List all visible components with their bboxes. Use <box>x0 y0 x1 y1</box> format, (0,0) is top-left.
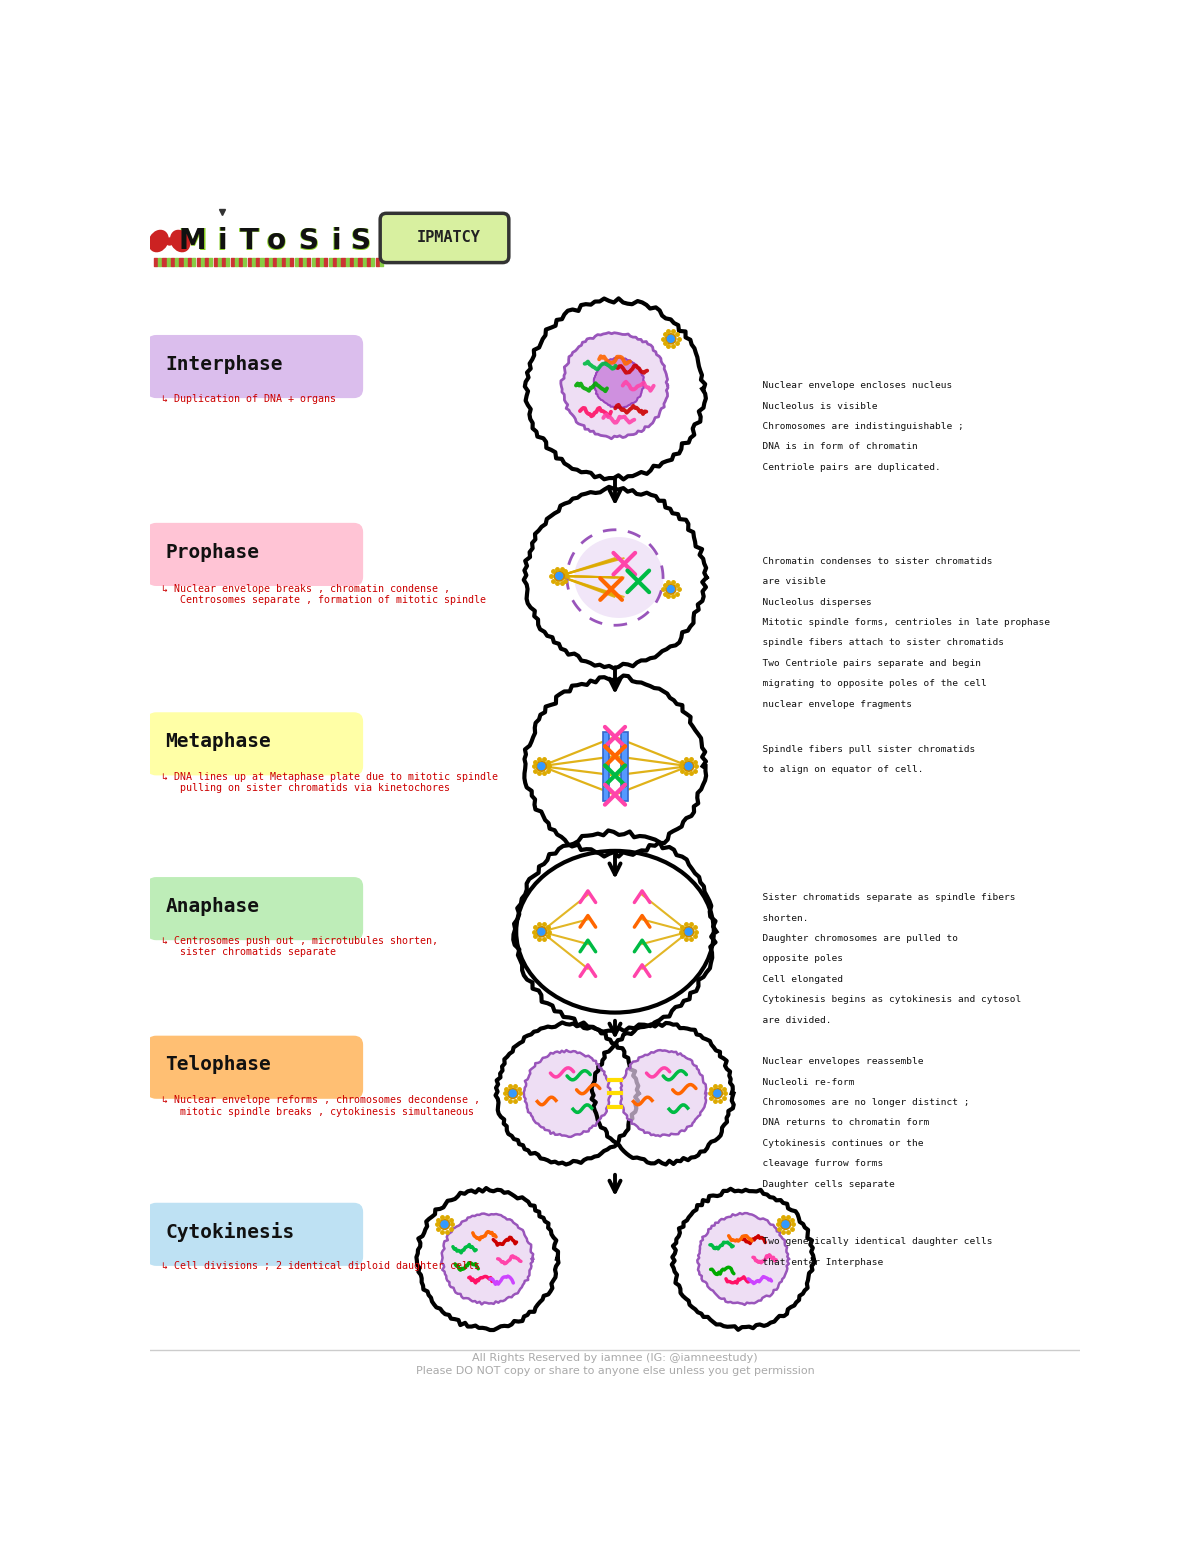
Text: Cytokinesis continues or the: Cytokinesis continues or the <box>751 1138 923 1148</box>
Text: Cytokinesis begins as cytokinesis and cytosol: Cytokinesis begins as cytokinesis and cy… <box>751 995 1021 1005</box>
Text: Two genetically identical daughter cells: Two genetically identical daughter cells <box>751 1238 992 1247</box>
Polygon shape <box>594 357 644 408</box>
Polygon shape <box>496 1022 638 1165</box>
Polygon shape <box>697 1213 790 1305</box>
Text: opposite poles: opposite poles <box>751 955 842 963</box>
Polygon shape <box>672 1188 815 1329</box>
Text: migrating to opposite poles of the cell: migrating to opposite poles of the cell <box>751 679 986 688</box>
Text: S: S <box>298 227 320 256</box>
Text: cleavage furrow forms: cleavage furrow forms <box>751 1159 883 1168</box>
Text: Anaphase: Anaphase <box>166 896 259 916</box>
Ellipse shape <box>149 231 168 252</box>
Polygon shape <box>524 298 706 480</box>
Polygon shape <box>523 486 707 668</box>
Text: S: S <box>350 227 371 255</box>
Circle shape <box>713 1089 722 1098</box>
Circle shape <box>508 1089 517 1098</box>
Text: Interphase: Interphase <box>166 354 283 374</box>
Text: Two Centriole pairs separate and begin: Two Centriole pairs separate and begin <box>751 658 980 668</box>
Text: M: M <box>178 227 208 256</box>
Polygon shape <box>620 1050 707 1137</box>
Text: i: i <box>217 227 227 256</box>
Text: S: S <box>299 227 319 255</box>
Text: i: i <box>217 227 227 255</box>
Text: to align on equator of cell.: to align on equator of cell. <box>751 766 923 773</box>
Text: IPMATCY: IPMATCY <box>416 230 480 245</box>
FancyBboxPatch shape <box>146 713 364 775</box>
Polygon shape <box>442 1213 533 1305</box>
Ellipse shape <box>575 537 664 618</box>
Circle shape <box>780 1219 791 1230</box>
Text: DNA returns to chromatin form: DNA returns to chromatin form <box>751 1118 929 1127</box>
Bar <box>602 731 610 801</box>
Circle shape <box>536 927 546 936</box>
Text: ↳ Cell divisions ; 2 identical diploid daughter cells: ↳ Cell divisions ; 2 identical diploid d… <box>162 1261 480 1272</box>
Polygon shape <box>523 1050 611 1137</box>
Text: Daughter chromosomes are pulled to: Daughter chromosomes are pulled to <box>751 933 958 943</box>
FancyBboxPatch shape <box>146 335 364 398</box>
Text: Chromatin condenses to sister chromatids: Chromatin condenses to sister chromatids <box>751 556 992 565</box>
Text: Nuclear envelope encloses nucleus: Nuclear envelope encloses nucleus <box>751 380 952 390</box>
Text: Cell elongated: Cell elongated <box>751 975 842 985</box>
Circle shape <box>666 584 676 595</box>
FancyBboxPatch shape <box>146 523 364 585</box>
Text: ↳ Centrosomes push out , microtubules shorten,
   sister chromatids separate: ↳ Centrosomes push out , microtubules sh… <box>162 935 438 957</box>
Text: Spindle fibers pull sister chromatids: Spindle fibers pull sister chromatids <box>751 744 974 753</box>
Ellipse shape <box>516 851 714 1013</box>
Circle shape <box>536 761 546 772</box>
Text: Centriole pairs are duplicated.: Centriole pairs are duplicated. <box>751 463 941 472</box>
Text: shorten.: shorten. <box>751 913 808 922</box>
Text: M: M <box>179 227 206 255</box>
Text: All Rights Reserved by iamnee (IG: @iamneestudy): All Rights Reserved by iamnee (IG: @iamn… <box>472 1353 758 1362</box>
Text: are divided.: are divided. <box>751 1016 832 1025</box>
Text: Nuclear envelopes reassemble: Nuclear envelopes reassemble <box>751 1058 923 1067</box>
Text: Cytokinesis: Cytokinesis <box>166 1222 295 1242</box>
Text: that enter Interphase: that enter Interphase <box>751 1258 883 1267</box>
Polygon shape <box>524 676 706 857</box>
FancyBboxPatch shape <box>146 1036 364 1100</box>
Text: DNA is in form of chromatin: DNA is in form of chromatin <box>751 443 917 452</box>
Text: Please DO NOT copy or share to anyone else unless you get permission: Please DO NOT copy or share to anyone el… <box>415 1367 815 1376</box>
FancyBboxPatch shape <box>380 213 509 262</box>
Text: ↳ DNA lines up at Metaphase plate due to mitotic spindle
   pulling on sister ch: ↳ DNA lines up at Metaphase plate due to… <box>162 772 498 794</box>
Ellipse shape <box>172 231 190 252</box>
Text: i: i <box>331 227 341 256</box>
Text: ↳ Duplication of DNA + organs: ↳ Duplication of DNA + organs <box>162 394 336 404</box>
Circle shape <box>439 1219 450 1230</box>
Circle shape <box>684 761 694 772</box>
Text: T: T <box>239 227 259 256</box>
Polygon shape <box>592 1023 733 1165</box>
Text: o: o <box>266 227 286 255</box>
Text: Prophase: Prophase <box>166 542 259 562</box>
Text: T: T <box>240 227 259 255</box>
Bar <box>622 731 628 801</box>
Polygon shape <box>416 1188 558 1329</box>
Text: Metaphase: Metaphase <box>166 731 271 752</box>
FancyBboxPatch shape <box>146 877 364 940</box>
Text: Nucleolus is visible: Nucleolus is visible <box>751 402 877 410</box>
Text: Chromosomes are indistinguishable ;: Chromosomes are indistinguishable ; <box>751 422 964 432</box>
Text: S: S <box>350 227 372 256</box>
Text: spindle fibers attach to sister chromatids: spindle fibers attach to sister chromati… <box>751 638 1003 648</box>
Text: Nucleoli re-form: Nucleoli re-form <box>751 1078 854 1087</box>
Text: Mitotic spindle forms, centrioles in late prophase: Mitotic spindle forms, centrioles in lat… <box>751 618 1050 627</box>
Text: Chromosomes are no longer distinct ;: Chromosomes are no longer distinct ; <box>751 1098 970 1107</box>
Text: Nucleolus disperses: Nucleolus disperses <box>751 598 871 607</box>
Polygon shape <box>514 831 716 1031</box>
Text: nuclear envelope fragments: nuclear envelope fragments <box>751 699 912 708</box>
FancyBboxPatch shape <box>146 1202 364 1266</box>
Text: Daughter cells separate: Daughter cells separate <box>751 1180 894 1188</box>
Text: are visible: are visible <box>751 578 826 585</box>
Text: Telophase: Telophase <box>166 1056 271 1075</box>
Text: o: o <box>266 227 287 256</box>
Text: i: i <box>331 227 341 255</box>
Text: Sister chromatids separate as spindle fibers: Sister chromatids separate as spindle fi… <box>751 893 1015 902</box>
Circle shape <box>666 334 676 343</box>
Text: ↳ Nuclear envelope breaks , chromatin condense ,
   Centrosomes separate , forma: ↳ Nuclear envelope breaks , chromatin co… <box>162 584 486 606</box>
Circle shape <box>684 927 694 936</box>
Circle shape <box>554 572 564 581</box>
Polygon shape <box>560 332 668 439</box>
Text: ↳ Nuclear envelope reforms , chromosomes decondense ,
   mitotic spindle breaks : ↳ Nuclear envelope reforms , chromosomes… <box>162 1095 480 1117</box>
